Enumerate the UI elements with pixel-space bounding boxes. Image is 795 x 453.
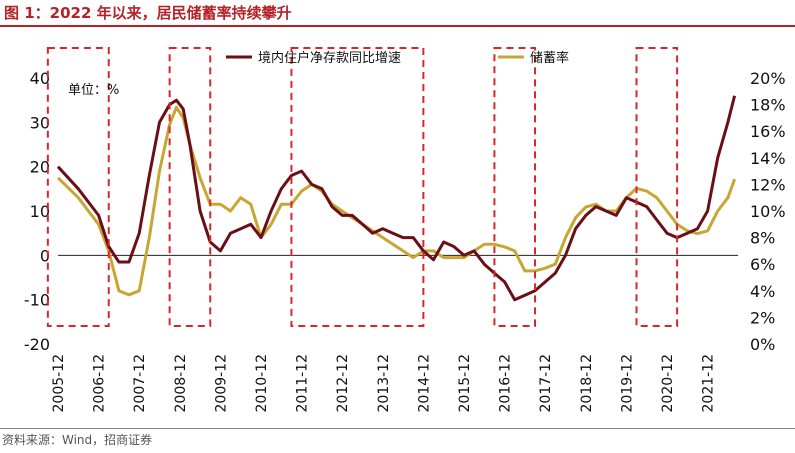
right-tick-label: 8% (750, 229, 775, 248)
x-tick-label: 2006-12 (92, 354, 108, 413)
legend-label-deposit: 境内住户净存款同比增速 (258, 50, 401, 66)
right-tick-label: 2% (750, 308, 775, 327)
right-tick-label: 12% (750, 175, 786, 194)
x-tick-label: 2019-12 (619, 354, 635, 413)
x-tick-label: 2021-12 (701, 354, 717, 413)
left-tick-label: 20 (30, 158, 50, 177)
footer-rule (0, 428, 795, 429)
x-tick-label: 2012-12 (335, 354, 351, 413)
right-tick-label: 6% (750, 255, 775, 274)
highlight-box (635, 47, 679, 327)
highlight-box (290, 47, 425, 327)
left-tick-label: 0 (40, 246, 50, 265)
x-tick-label: 2010-12 (254, 354, 270, 413)
right-tick-label: 10% (750, 202, 786, 221)
x-tick-label: 2015-12 (457, 354, 473, 413)
x-tick-label: 2017-12 (538, 354, 554, 413)
left-tick-label: -20 (24, 335, 50, 354)
right-tick-label: 14% (750, 149, 786, 168)
x-tick-label: 2013-12 (376, 354, 392, 413)
right-tick-label: 0% (750, 335, 775, 354)
x-tick-label: 2005-12 (51, 354, 67, 413)
x-tick-label: 2007-12 (132, 354, 148, 413)
right-tick-label: 16% (750, 122, 786, 141)
highlight-box (46, 47, 110, 327)
deposit-growth-line (56, 95, 737, 302)
right-tick-label: 18% (750, 96, 786, 115)
x-tick-label: 2009-12 (213, 354, 229, 413)
right-tick-label: 4% (750, 282, 775, 301)
left-tick-label: 30 (30, 113, 50, 132)
left-tick-label: 10 (30, 202, 50, 221)
left-tick-label: 40 (30, 69, 50, 88)
source-note: 资料来源：Wind，招商证券 (2, 433, 153, 447)
title-rule (0, 25, 795, 27)
left-tick-label: -10 (24, 291, 50, 310)
unit-label: 单位：% (68, 83, 119, 98)
highlight-box (493, 47, 537, 327)
right-tick-label: 20% (750, 69, 786, 88)
highlight-box (168, 47, 212, 327)
x-tick-label: 2020-12 (660, 354, 676, 413)
x-tick-label: 2014-12 (416, 354, 432, 413)
x-tick-label: 2008-12 (173, 354, 189, 413)
chart-svg: 40 30 20 10 0 -10 -20 20% 18% 16% 14% 12% 10% 8% 6% 4%… (24, 47, 786, 413)
x-tick-label: 2016-12 (498, 354, 514, 413)
x-tick-label: 2018-12 (579, 354, 595, 413)
x-tick-label: 2011-12 (295, 354, 311, 413)
chart-title: 图 1：2022 年以来，居民储蓄率持续攀升 (4, 4, 292, 22)
legend-label-savings: 储蓄率 (530, 50, 569, 66)
